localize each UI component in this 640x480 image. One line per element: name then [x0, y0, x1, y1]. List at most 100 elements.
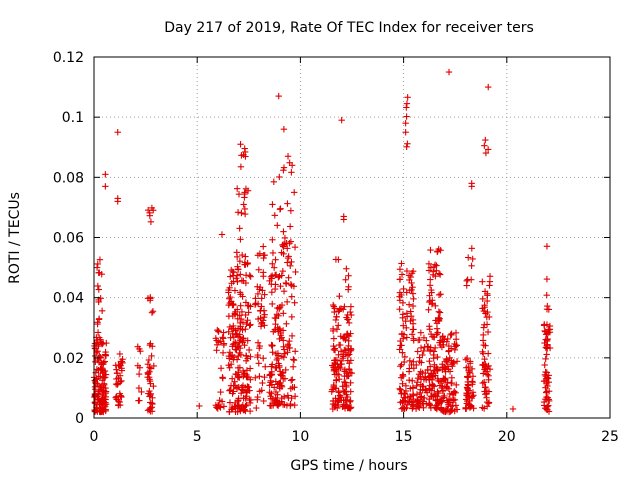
data-point — [407, 385, 414, 392]
y-tick-label: 0.04 — [53, 291, 84, 307]
data-point — [269, 349, 276, 356]
data-point — [284, 259, 291, 266]
data-point — [280, 288, 288, 295]
data-point — [215, 327, 222, 335]
data-point — [442, 358, 450, 365]
x-tick-label: 15 — [395, 429, 413, 445]
data-point — [138, 388, 145, 396]
data-point — [148, 204, 156, 212]
data-point — [542, 375, 550, 383]
data-point — [98, 307, 106, 315]
data-point — [345, 283, 352, 290]
data-point — [397, 337, 404, 345]
data-point — [343, 265, 350, 272]
data-point — [433, 267, 440, 274]
data-point — [347, 397, 354, 405]
data-point — [453, 358, 461, 365]
data-point — [257, 323, 265, 330]
data-point — [543, 337, 551, 345]
data-point — [267, 393, 274, 400]
data-point — [94, 329, 102, 336]
data-point — [256, 373, 263, 380]
data-point — [541, 371, 549, 378]
data-point — [346, 360, 353, 367]
data-point — [330, 303, 338, 310]
data-point — [258, 387, 265, 394]
data-point — [146, 209, 153, 217]
data-point — [335, 256, 342, 263]
data-point — [252, 374, 259, 381]
data-point — [335, 363, 343, 371]
data-point — [94, 260, 101, 268]
data-point — [254, 252, 262, 259]
data-point — [445, 68, 453, 76]
data-point — [434, 388, 441, 395]
data-point — [345, 337, 352, 345]
data-point — [219, 334, 226, 341]
data-point — [243, 320, 250, 328]
data-point — [233, 385, 241, 393]
data-point — [218, 398, 226, 405]
data-point — [486, 278, 494, 285]
data-point — [407, 393, 414, 401]
data-point — [95, 315, 103, 322]
data-point — [136, 364, 144, 371]
data-point — [403, 324, 410, 332]
data-point — [268, 275, 275, 282]
x-tick-label: 5 — [193, 429, 202, 445]
data-point — [543, 275, 551, 283]
data-point — [287, 207, 295, 214]
data-point — [226, 399, 234, 406]
data-point — [236, 349, 243, 357]
data-point — [269, 300, 276, 308]
data-point — [97, 397, 104, 405]
data-point — [273, 364, 280, 372]
data-point — [414, 397, 421, 404]
data-point — [465, 367, 472, 374]
data-point — [146, 297, 154, 304]
data-point — [432, 392, 439, 399]
data-point — [146, 368, 153, 375]
data-point — [236, 312, 243, 319]
data-point — [287, 402, 294, 409]
data-point — [274, 324, 281, 331]
data-point — [99, 370, 106, 377]
data-point — [543, 351, 550, 358]
data-point — [261, 322, 268, 329]
data-point — [398, 260, 405, 267]
data-point — [247, 273, 254, 280]
data-point — [112, 394, 119, 401]
data-point — [335, 389, 342, 396]
data-point — [285, 253, 292, 260]
data-point — [213, 337, 220, 344]
data-point — [403, 267, 411, 275]
data-point — [336, 292, 343, 300]
data-point — [422, 369, 429, 377]
data-point — [91, 398, 99, 406]
data-point — [414, 348, 421, 355]
data-point — [226, 349, 234, 356]
data-point — [337, 364, 344, 372]
data-point — [347, 345, 355, 352]
data-point — [341, 334, 348, 341]
data-point — [480, 405, 488, 412]
data-point — [290, 283, 298, 290]
data-point — [247, 396, 255, 404]
data-point — [91, 345, 99, 352]
data-point — [412, 405, 420, 412]
data-point — [252, 300, 259, 307]
data-point — [288, 258, 295, 266]
data-point — [445, 408, 453, 416]
y-tick-labels: 0 0.02 0.04 0.06 0.08 0.1 0.12 — [53, 50, 84, 427]
data-point — [413, 391, 421, 398]
data-point — [228, 375, 236, 382]
data-point — [330, 397, 337, 405]
data-point — [452, 329, 460, 337]
data-point — [241, 189, 248, 196]
data-point — [243, 367, 251, 374]
data-point — [345, 272, 352, 279]
data-point — [232, 339, 239, 346]
data-point — [230, 340, 238, 348]
data-point — [442, 368, 449, 375]
